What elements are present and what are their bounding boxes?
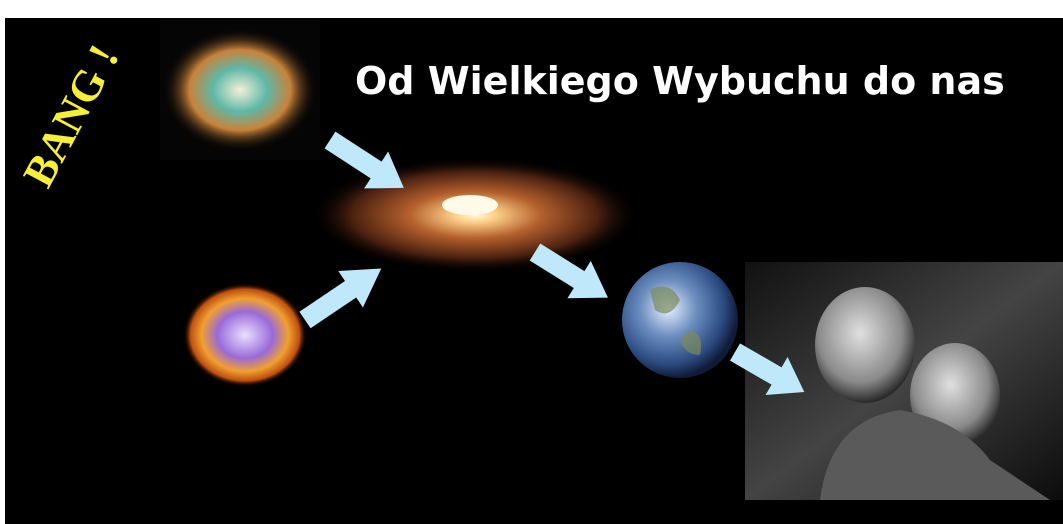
slide-title: Od Wielkiego Wybuchu do nas (355, 59, 1005, 103)
slide: Od Wielkiego Wybuchu do nas BANG ! (0, 0, 1063, 524)
earth (622, 262, 738, 378)
child-face (815, 287, 915, 403)
planetary-nebula (183, 283, 307, 387)
disk-core (442, 195, 498, 215)
nebula (162, 28, 318, 152)
page: Od Wielkiego Wybuchu do nas BANG ! (() =… (0, 0, 1063, 524)
protoplanetary-disk (310, 157, 640, 273)
